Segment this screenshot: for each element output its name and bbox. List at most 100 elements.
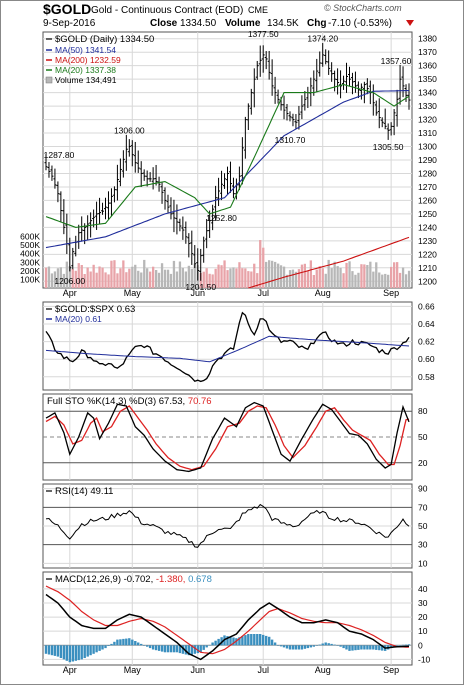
- volume-bar: [324, 273, 327, 288]
- bottom-month-label: May: [124, 665, 142, 675]
- ma200-legend-label: MA(200) 1232.59: [55, 55, 121, 65]
- bottom-month-label: Jul: [257, 665, 269, 675]
- price-month-label: Jun: [190, 288, 205, 298]
- volume-bar: [285, 274, 289, 288]
- price-bar: [169, 197, 173, 220]
- price-tick-label: 1300: [418, 142, 437, 152]
- price-tick-label: 1290: [418, 155, 437, 165]
- price-bar: [294, 114, 298, 129]
- volume-bar: [321, 268, 324, 288]
- volume-bar: [294, 271, 298, 288]
- volume-bar: [357, 272, 360, 288]
- price-annotation: 1287.80: [44, 150, 75, 160]
- volume-bar: [160, 263, 164, 288]
- price-bar: [115, 164, 119, 201]
- price-month-label: May: [124, 288, 142, 298]
- volume-bar: [110, 260, 113, 288]
- ratio-panel-title: $GOLD:$SPX 0.63: [55, 304, 135, 315]
- price-bar: [226, 166, 229, 195]
- macd-panel-title: MACD(12,26,9) -0.702, -1.380, 0.678: [55, 574, 212, 585]
- volume-bars: [44, 240, 411, 288]
- macd-histogram-bar: [137, 642, 140, 646]
- stoch-panel-title: Full STO %K(14,3) %D(3) 67.53, 70.76: [47, 396, 212, 407]
- ratio-tick-label: 0.58: [418, 372, 435, 382]
- bottom-month-label: Sep: [383, 665, 399, 675]
- volume-bar: [375, 262, 378, 288]
- macd-tick-label: -10: [418, 654, 431, 664]
- macd-histogram-bar: [190, 645, 193, 655]
- price-bar: [127, 139, 131, 157]
- ma20-line: [45, 83, 410, 228]
- macd-histogram-bar: [107, 645, 110, 646]
- macd-tick-label: 40: [418, 584, 428, 594]
- volume-bar: [169, 273, 173, 288]
- price-bar: [187, 233, 191, 258]
- price-bar: [249, 88, 253, 115]
- macd-histogram-bar: [83, 645, 86, 658]
- price-tick-label: 1220: [418, 249, 437, 259]
- volume-bar: [65, 261, 68, 288]
- volume-bar: [378, 272, 381, 288]
- volume-bar: [62, 273, 65, 288]
- price-bar: [217, 177, 221, 207]
- macd-histogram-bar: [146, 645, 149, 647]
- volume-bar: [265, 261, 268, 288]
- price-bar: [205, 219, 209, 249]
- macd-histogram-bar: [339, 645, 342, 647]
- volume-bar: [345, 262, 348, 288]
- volume-bar: [253, 263, 256, 288]
- volume-bar: [229, 268, 232, 288]
- price-bar: [106, 191, 110, 220]
- price-bar: [214, 185, 218, 221]
- volume-bar: [360, 264, 363, 288]
- macd-histogram-bar: [44, 645, 48, 654]
- price-bar: [44, 154, 48, 171]
- price-tick-label: 1250: [418, 209, 437, 219]
- volume-bar: [107, 274, 110, 288]
- rsi-tick-label: 10: [418, 558, 428, 568]
- macd-histogram-bar: [333, 644, 336, 646]
- macd-tick-label: 0: [418, 640, 423, 650]
- price-bar: [124, 134, 128, 171]
- macd-histogram-bar: [279, 645, 283, 647]
- macd-histogram-bar: [250, 634, 253, 646]
- macd-histogram-bar: [202, 645, 205, 650]
- price-bar: [288, 111, 292, 122]
- price-tick-label: 1330: [418, 101, 437, 111]
- volume-bar: [149, 271, 152, 288]
- volume-bar: [95, 272, 98, 288]
- ratio-ma-legend-label: MA(20) 0.61: [55, 314, 102, 324]
- stoch-k-value: 67.53,: [159, 396, 188, 407]
- rsi-tick-label: 90: [418, 484, 428, 494]
- volume-bar: [50, 273, 54, 288]
- price-bar: [264, 51, 268, 70]
- chg-label: Chg: [307, 18, 326, 29]
- macd-histogram-bar: [363, 645, 366, 650]
- price-bar: [318, 51, 322, 77]
- macd-histogram-bar: [297, 645, 301, 650]
- rsi-tick-label: 70: [418, 502, 428, 512]
- macd-histogram-bar: [125, 638, 128, 646]
- price-month-label: Jul: [257, 288, 269, 298]
- volume-bar: [56, 268, 60, 288]
- volume-bar: [83, 274, 86, 288]
- volume-bar: [77, 263, 80, 288]
- macd-histogram-bar: [241, 636, 244, 646]
- macd-histogram-bar: [172, 645, 176, 653]
- price-bar: [172, 199, 176, 233]
- volume-bar: [250, 271, 253, 288]
- macd-histogram-bar: [157, 645, 161, 651]
- price-annotation: 1305.50: [373, 142, 404, 152]
- macd-histogram-bar: [187, 645, 190, 656]
- macd-histogram-bar: [247, 634, 250, 646]
- price-bar: [136, 150, 140, 173]
- ratio-tick-label: 0.66: [418, 301, 435, 311]
- macd-histogram-bar: [208, 644, 211, 646]
- macd-histogram-bar: [205, 645, 208, 648]
- price-bar: [223, 173, 227, 189]
- volume-bar: [163, 269, 167, 288]
- volume-bar: [288, 270, 292, 288]
- volume-tick-label: 200K: [20, 266, 40, 276]
- bottom-month-label: Jun: [190, 665, 205, 675]
- macd-histogram-bar: [232, 637, 235, 646]
